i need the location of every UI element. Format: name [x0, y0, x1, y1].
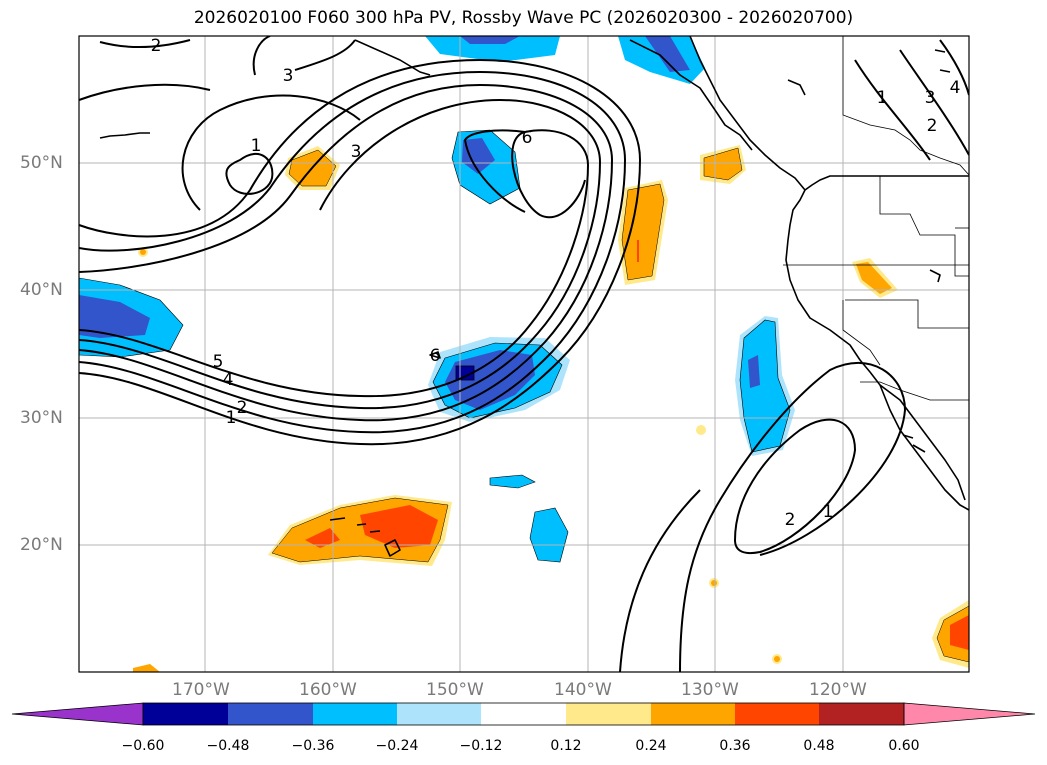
colorbar-tick: −0.60: [121, 738, 165, 754]
contour-label: 2: [237, 398, 248, 418]
contour-label: 2: [927, 116, 938, 136]
colorbar-bin: [735, 703, 819, 725]
colorbar-tick: 0.12: [550, 738, 582, 754]
contour-label: 1: [877, 88, 888, 108]
colorbar-tick: 0.48: [803, 738, 835, 754]
coastlines: [99, 36, 969, 557]
colorbar-low-extend: [11, 702, 144, 726]
contour-label: 3: [283, 66, 294, 86]
colorbar-tick: 0.24: [635, 738, 667, 754]
contour-labels: 2 3 1 3 6 6 5 4 2 1 2 1 1 2 3 4: [151, 36, 961, 530]
plot-frame: [78, 35, 970, 673]
lat-label: 40°N: [20, 280, 63, 300]
contour-label: 1: [251, 136, 262, 156]
contour-label: 4: [950, 78, 961, 98]
colorbar: [11, 702, 1036, 726]
contour-label: 6: [522, 128, 533, 148]
colorbar-bin: [651, 703, 735, 725]
colorbar-tick: −0.24: [375, 738, 419, 754]
anomaly-shading: [79, 36, 969, 672]
colorbar-bin: [566, 703, 651, 725]
colorbar-bin: [481, 703, 566, 725]
lon-label: 120°W: [809, 680, 867, 700]
lon-label: 170°W: [172, 680, 230, 700]
colorbar-tick: 0.36: [719, 738, 751, 754]
contour-label: 6: [430, 346, 441, 366]
contour-label: 4: [223, 370, 234, 390]
rossby-contours: [79, 36, 969, 672]
colorbar-bin: [228, 703, 313, 725]
colorbar-bin: [143, 703, 228, 725]
lon-label: 150°W: [426, 680, 484, 700]
contour-label: 3: [925, 88, 936, 108]
map-plot-area: 2 3 1 3 6 6 5 4 2 1 2 1 1 2 3 4: [79, 36, 969, 672]
colorbar-tick: −0.36: [291, 738, 335, 754]
colorbar-tick: −0.12: [459, 738, 503, 754]
contour-label: 3: [351, 142, 362, 162]
lon-label: 140°W: [554, 680, 612, 700]
map-title: 2026020100 F060 300 hPa PV, Rossby Wave …: [193, 8, 854, 28]
lat-label: 20°N: [20, 535, 63, 555]
colorbar-bin: [397, 703, 481, 725]
colorbar-bin: [313, 703, 397, 725]
lat-label: 50°N: [20, 153, 63, 173]
lon-label: 130°W: [681, 680, 739, 700]
colorbar-tick: 0.60: [888, 738, 920, 754]
contour-label: 2: [785, 510, 796, 530]
colorbar-tick: −0.48: [206, 738, 250, 754]
lon-label: 160°W: [299, 680, 357, 700]
lat-label: 30°N: [20, 408, 63, 428]
contour-label: 1: [226, 408, 237, 428]
contour-label: 1: [823, 502, 834, 522]
colorbar-bin: [819, 703, 904, 725]
contour-label: 2: [151, 36, 162, 56]
contour-label: 5: [213, 352, 224, 372]
graticule: [79, 36, 969, 672]
colorbar-high-extend: [903, 702, 1036, 726]
